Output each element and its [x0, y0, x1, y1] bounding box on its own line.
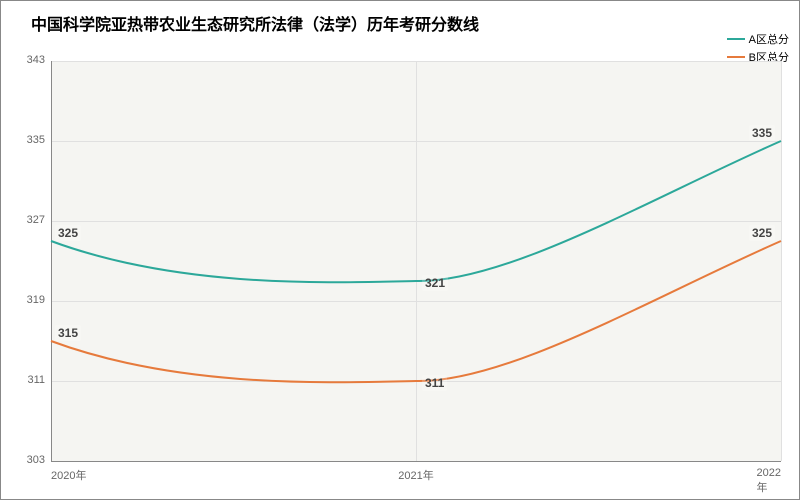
y-tick-label: 303	[15, 454, 45, 466]
data-label: 325	[55, 225, 81, 241]
series-line	[51, 241, 781, 382]
data-label: 321	[422, 275, 448, 291]
data-label: 325	[749, 225, 775, 241]
x-tick-label: 2020年	[51, 467, 86, 483]
chart-container: 中国科学院亚热带农业生态研究所法律（法学）历年考研分数线 A区总分B区总分 30…	[0, 0, 800, 500]
data-label: 311	[422, 375, 447, 391]
lines-svg	[51, 61, 781, 461]
series-line	[51, 141, 781, 282]
y-tick-label: 319	[15, 294, 45, 306]
y-tick-label: 343	[15, 54, 45, 66]
plot-area: 3033113193273353432020年2021年2022年3253213…	[51, 61, 781, 461]
y-tick-label: 335	[15, 134, 45, 146]
data-label: 335	[749, 125, 775, 141]
chart-title: 中国科学院亚热带农业生态研究所法律（法学）历年考研分数线	[31, 11, 479, 35]
data-label: 315	[55, 325, 81, 341]
legend-label: A区总分	[749, 31, 789, 47]
grid-line	[781, 61, 782, 461]
y-tick-label: 311	[15, 374, 45, 386]
y-tick-label: 327	[15, 214, 45, 226]
legend-item: A区总分	[727, 31, 789, 47]
axis-line	[51, 461, 781, 462]
x-tick-label: 2021年	[398, 467, 433, 483]
x-tick-label: 2022年	[757, 467, 781, 495]
